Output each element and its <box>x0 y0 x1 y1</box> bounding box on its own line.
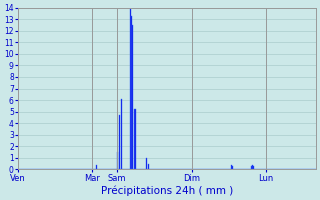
Bar <box>148 164 149 169</box>
Bar <box>253 166 254 169</box>
Bar <box>232 166 233 169</box>
Bar <box>251 166 252 169</box>
Bar <box>132 25 133 169</box>
X-axis label: Précipitations 24h ( mm ): Précipitations 24h ( mm ) <box>101 185 233 196</box>
Bar <box>130 8 131 169</box>
Bar <box>135 109 136 169</box>
Bar <box>231 165 232 169</box>
Bar <box>252 165 253 169</box>
Bar <box>96 165 97 169</box>
Bar <box>134 109 135 169</box>
Bar <box>121 99 123 169</box>
Bar <box>117 152 118 169</box>
Bar <box>131 16 132 169</box>
Bar <box>146 158 147 169</box>
Bar <box>119 115 120 169</box>
